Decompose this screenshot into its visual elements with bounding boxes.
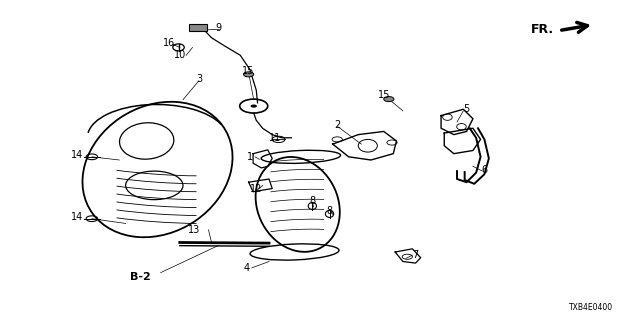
Text: 7: 7 <box>412 250 419 260</box>
Text: 15: 15 <box>243 66 255 76</box>
Text: 16: 16 <box>163 38 175 48</box>
Text: 14: 14 <box>70 212 83 222</box>
Text: 2: 2 <box>335 120 341 130</box>
Text: FR.: FR. <box>531 23 554 36</box>
Text: 10: 10 <box>173 50 186 60</box>
Text: B-2: B-2 <box>130 272 150 282</box>
Text: 14: 14 <box>70 150 83 160</box>
Text: 8: 8 <box>309 196 316 206</box>
FancyBboxPatch shape <box>189 24 207 31</box>
Text: 6: 6 <box>481 164 488 174</box>
Text: 15: 15 <box>378 90 390 100</box>
Circle shape <box>244 72 253 77</box>
Text: 5: 5 <box>463 104 470 114</box>
Text: 4: 4 <box>244 263 250 273</box>
Text: 12: 12 <box>250 184 262 194</box>
Text: 3: 3 <box>196 74 202 84</box>
Circle shape <box>250 105 257 108</box>
Text: 1: 1 <box>247 152 253 162</box>
Text: 9: 9 <box>215 23 221 33</box>
Text: 8: 8 <box>326 206 333 216</box>
Text: 13: 13 <box>188 225 200 235</box>
Circle shape <box>384 97 394 102</box>
Text: TXB4E0400: TXB4E0400 <box>569 303 613 312</box>
Text: 11: 11 <box>269 133 282 143</box>
